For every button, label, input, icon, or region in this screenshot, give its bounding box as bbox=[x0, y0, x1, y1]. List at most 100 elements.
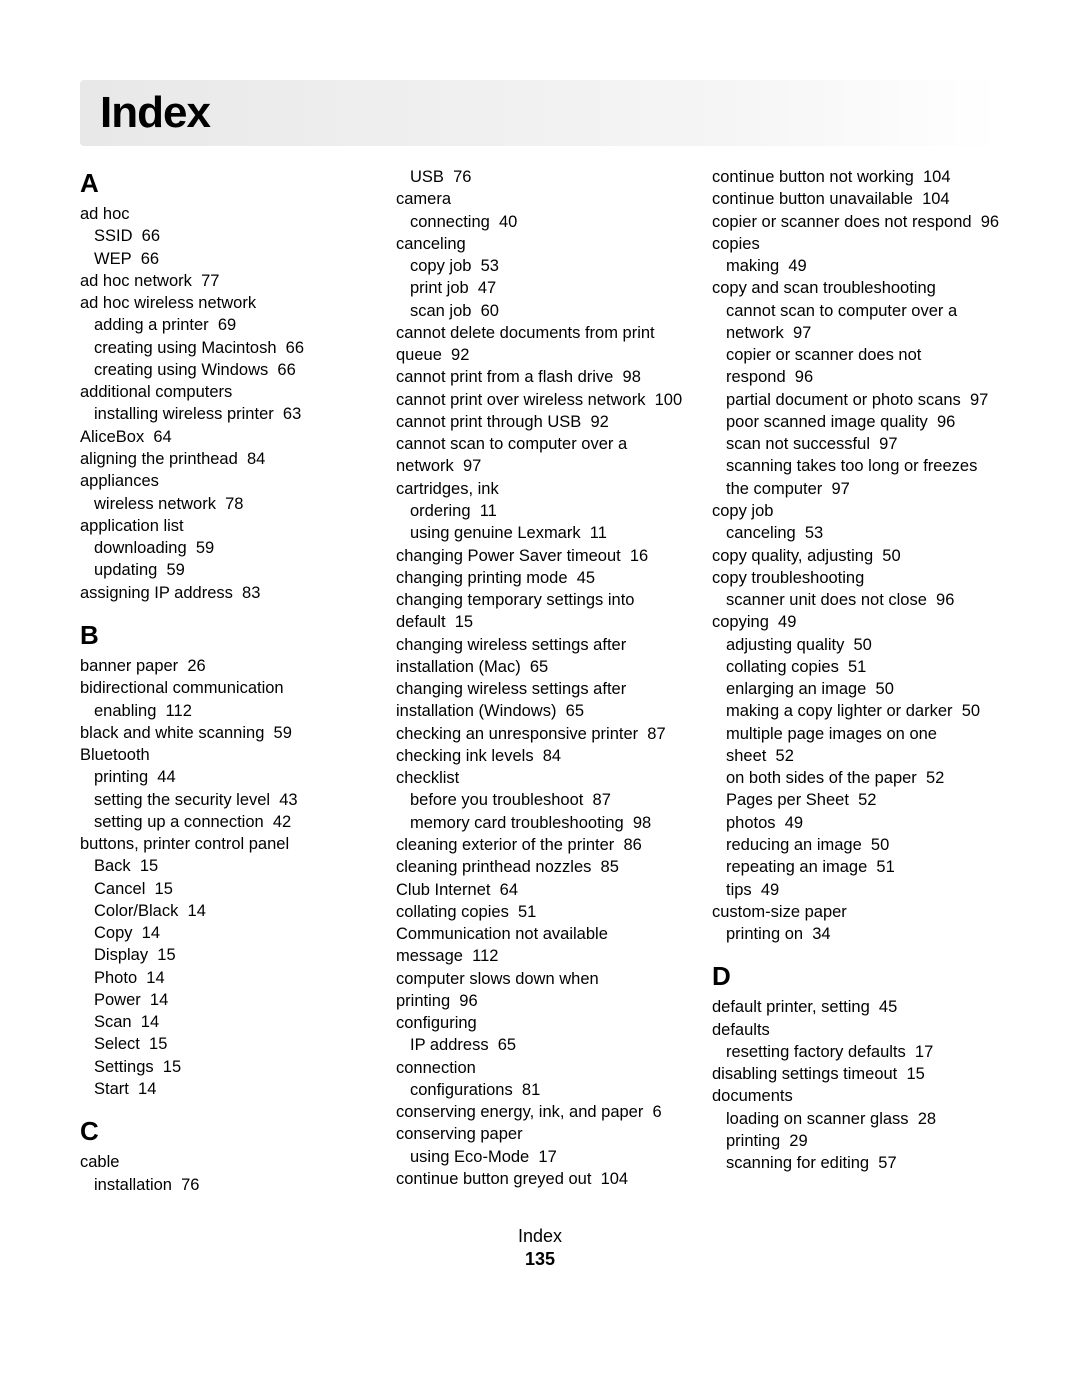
index-entry: cable bbox=[80, 1151, 368, 1173]
index-entry: adding a printer 69 bbox=[80, 314, 368, 336]
index-entry: memory card troubleshooting 98 bbox=[396, 812, 684, 834]
index-entry: application list bbox=[80, 515, 368, 537]
index-entry: additional computers bbox=[80, 381, 368, 403]
index-entry: wireless network 78 bbox=[80, 493, 368, 515]
index-entry: enlarging an image 50 bbox=[712, 678, 1000, 700]
index-entry: poor scanned image quality 96 bbox=[712, 411, 1000, 433]
page-title: Index bbox=[100, 88, 980, 138]
index-entry: disabling settings timeout 15 bbox=[712, 1063, 1000, 1085]
index-entry: making 49 bbox=[712, 255, 1000, 277]
index-columns: Aad hocSSID 66WEP 66ad hoc network 77ad … bbox=[80, 166, 1000, 1196]
index-entry: copy job 53 bbox=[396, 255, 684, 277]
index-entry: Cancel 15 bbox=[80, 878, 368, 900]
index-entry: using genuine Lexmark 11 bbox=[396, 522, 684, 544]
index-entry: buttons, printer control panel bbox=[80, 833, 368, 855]
index-entry: SSID 66 bbox=[80, 225, 368, 247]
index-entry: cleaning exterior of the printer 86 bbox=[396, 834, 684, 856]
index-entry: changing wireless settings after install… bbox=[396, 634, 684, 679]
index-entry: Display 15 bbox=[80, 944, 368, 966]
index-entry: appliances bbox=[80, 470, 368, 492]
index-entry: print job 47 bbox=[396, 277, 684, 299]
index-entry: cannot scan to computer over a network 9… bbox=[396, 433, 684, 478]
index-entry: Bluetooth bbox=[80, 744, 368, 766]
index-entry: tips 49 bbox=[712, 879, 1000, 901]
index-entry: Club Internet 64 bbox=[396, 879, 684, 901]
footer-label: Index bbox=[80, 1226, 1000, 1247]
index-entry: creating using Macintosh 66 bbox=[80, 337, 368, 359]
index-entry: documents bbox=[712, 1085, 1000, 1107]
index-entry: using Eco-Mode 17 bbox=[396, 1146, 684, 1168]
index-entry: copier or scanner does not respond 96 bbox=[712, 211, 1000, 233]
index-entry: scanning takes too long or freezes the c… bbox=[712, 455, 1000, 500]
index-entry: photos 49 bbox=[712, 812, 1000, 834]
index-entry: banner paper 26 bbox=[80, 655, 368, 677]
index-entry: multiple page images on one sheet 52 bbox=[712, 723, 1000, 768]
index-entry: Select 15 bbox=[80, 1033, 368, 1055]
index-entry: reducing an image 50 bbox=[712, 834, 1000, 856]
index-entry: installation 76 bbox=[80, 1174, 368, 1196]
index-entry: Start 14 bbox=[80, 1078, 368, 1100]
index-entry: Back 15 bbox=[80, 855, 368, 877]
section-letter: A bbox=[80, 166, 368, 201]
index-entry: computer slows down when printing 96 bbox=[396, 968, 684, 1013]
index-entry: resetting factory defaults 17 bbox=[712, 1041, 1000, 1063]
index-entry: setting up a connection 42 bbox=[80, 811, 368, 833]
index-entry: installing wireless printer 63 bbox=[80, 403, 368, 425]
index-entry: canceling bbox=[396, 233, 684, 255]
index-entry: Scan 14 bbox=[80, 1011, 368, 1033]
index-entry: enabling 112 bbox=[80, 700, 368, 722]
index-entry: printing 44 bbox=[80, 766, 368, 788]
index-entry: checking an unresponsive printer 87 bbox=[396, 723, 684, 745]
index-entry: Color/Black 14 bbox=[80, 900, 368, 922]
index-entry: collating copies 51 bbox=[396, 901, 684, 923]
index-entry: downloading 59 bbox=[80, 537, 368, 559]
index-entry: scanning for editing 57 bbox=[712, 1152, 1000, 1174]
index-entry: custom-size paper bbox=[712, 901, 1000, 923]
page-number: 135 bbox=[80, 1249, 1000, 1270]
index-entry: defaults bbox=[712, 1019, 1000, 1041]
index-entry: scan job 60 bbox=[396, 300, 684, 322]
index-entry: cannot print over wireless network 100 bbox=[396, 389, 684, 411]
index-entry: copy troubleshooting bbox=[712, 567, 1000, 589]
index-entry: bidirectional communication bbox=[80, 677, 368, 699]
index-entry: cannot delete documents from print queue… bbox=[396, 322, 684, 367]
index-entry: AliceBox 64 bbox=[80, 426, 368, 448]
index-entry: printing 29 bbox=[712, 1130, 1000, 1152]
index-entry: scan not successful 97 bbox=[712, 433, 1000, 455]
index-entry: copy quality, adjusting 50 bbox=[712, 545, 1000, 567]
index-entry: on both sides of the paper 52 bbox=[712, 767, 1000, 789]
index-entry: Photo 14 bbox=[80, 967, 368, 989]
index-entry: configurations 81 bbox=[396, 1079, 684, 1101]
index-entry: updating 59 bbox=[80, 559, 368, 581]
index-entry: USB 76 bbox=[396, 166, 684, 188]
section-letter: C bbox=[80, 1114, 368, 1149]
index-entry: assigning IP address 83 bbox=[80, 582, 368, 604]
section-letter: D bbox=[712, 959, 1000, 994]
index-entry: changing temporary settings into default… bbox=[396, 589, 684, 634]
section-letter: B bbox=[80, 618, 368, 653]
index-entry: conserving energy, ink, and paper 6 bbox=[396, 1101, 684, 1123]
index-entry: canceling 53 bbox=[712, 522, 1000, 544]
index-entry: IP address 65 bbox=[396, 1034, 684, 1056]
index-entry: WEP 66 bbox=[80, 248, 368, 270]
index-entry: collating copies 51 bbox=[712, 656, 1000, 678]
title-bar: Index bbox=[80, 80, 1000, 146]
index-entry: changing printing mode 45 bbox=[396, 567, 684, 589]
index-entry: scanner unit does not close 96 bbox=[712, 589, 1000, 611]
index-entry: ad hoc bbox=[80, 203, 368, 225]
index-entry: loading on scanner glass 28 bbox=[712, 1108, 1000, 1130]
index-entry: Copy 14 bbox=[80, 922, 368, 944]
index-entry: copier or scanner does not respond 96 bbox=[712, 344, 1000, 389]
index-entry: connection bbox=[396, 1057, 684, 1079]
index-entry: partial document or photo scans 97 bbox=[712, 389, 1000, 411]
index-entry: continue button unavailable 104 bbox=[712, 188, 1000, 210]
index-entry: making a copy lighter or darker 50 bbox=[712, 700, 1000, 722]
index-entry: cannot scan to computer over a network 9… bbox=[712, 300, 1000, 345]
index-entry: Settings 15 bbox=[80, 1056, 368, 1078]
index-entry: before you troubleshoot 87 bbox=[396, 789, 684, 811]
index-entry: copy job bbox=[712, 500, 1000, 522]
index-entry: setting the security level 43 bbox=[80, 789, 368, 811]
index-entry: conserving paper bbox=[396, 1123, 684, 1145]
index-entry: ordering 11 bbox=[396, 500, 684, 522]
index-entry: cleaning printhead nozzles 85 bbox=[396, 856, 684, 878]
